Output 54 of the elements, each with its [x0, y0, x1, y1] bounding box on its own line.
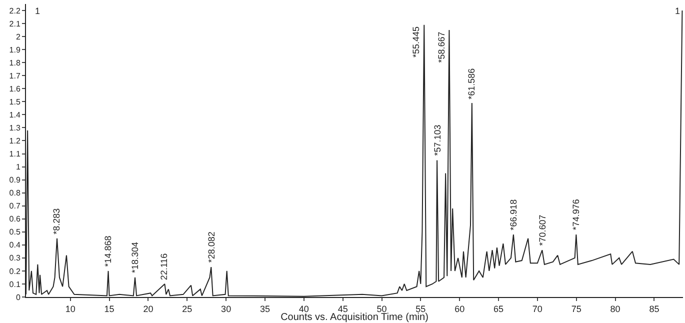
y-tick-label: 0.9 [9, 176, 21, 185]
annotation: 1 [675, 6, 680, 16]
y-tick-label: 0.5 [9, 228, 21, 237]
x-tick-label: 50 [376, 304, 387, 314]
y-tick-label: 2.1 [9, 19, 21, 28]
annotation: *14.868 [102, 236, 113, 267]
annotation: *18.304 [130, 242, 140, 273]
y-tick-label: 1 [16, 162, 21, 172]
x-tick-label: 30 [221, 304, 232, 314]
y-tick-label: 1.3 [9, 124, 21, 133]
y-tick-label: 0 [16, 292, 21, 302]
y-tick-label: 0.4 [9, 240, 21, 250]
y-tick-label: 0.3 [9, 254, 21, 263]
x-tick-label: 20 [143, 304, 154, 314]
y-tick-label: 1.1 [9, 150, 21, 159]
x-tick-label: 70 [532, 304, 542, 314]
x-tick-label: 45 [338, 304, 348, 314]
annotation: *58.667 [436, 32, 447, 63]
annotation: 1 [35, 6, 40, 16]
y-tick-label: 1.8 [9, 58, 21, 68]
y-tick-label: 1.2 [9, 136, 21, 146]
x-tick-label: 40 [298, 304, 309, 314]
annotation: *66.918 [508, 199, 518, 230]
y-tick-label: 1.6 [9, 84, 21, 94]
y-tick-label: 0.2 [9, 266, 21, 276]
annotation: *28.082 [206, 232, 217, 263]
x-tick-label: 60 [454, 304, 465, 314]
y-tick-label: 1.4 [9, 110, 21, 120]
y-tick-label: 1.5 [9, 97, 21, 106]
x-tick-label: 65 [494, 304, 504, 314]
y-tick-label: 1.7 [9, 71, 21, 80]
x-tick-label: 25 [182, 304, 192, 314]
annotation: 22.116 [159, 253, 170, 280]
x-tick-label: 35 [260, 304, 270, 314]
y-tick-label: 2 [16, 32, 21, 42]
x-tick-label: 85 [649, 304, 660, 314]
annotation: *57.103 [432, 124, 442, 156]
y-tick-label: 0.1 [9, 280, 21, 289]
x-tick-label: 10 [65, 304, 76, 314]
y-tick-label: 1.9 [9, 45, 21, 54]
annotation: *70.607 [538, 214, 548, 246]
annotation: *74.976 [571, 199, 582, 230]
y-tick-label: 0.7 [9, 202, 21, 211]
annotation: *55.445 [410, 26, 421, 58]
annotation: *8.283 [52, 208, 62, 234]
x-tick-label: 15 [104, 304, 114, 314]
y-tick-label: 0.6 [9, 214, 21, 224]
y-tick-label: 2.2 [9, 6, 21, 16]
y-tick-label: 0.8 [9, 188, 21, 198]
x-tick-label: 55 [416, 304, 426, 314]
x-tick-label: 75 [571, 304, 582, 314]
x-tick-label: 80 [610, 304, 620, 314]
x-axis-title: Counts vs. Acquisition Time (min) [280, 312, 428, 323]
annotation: *61.586 [466, 68, 476, 100]
